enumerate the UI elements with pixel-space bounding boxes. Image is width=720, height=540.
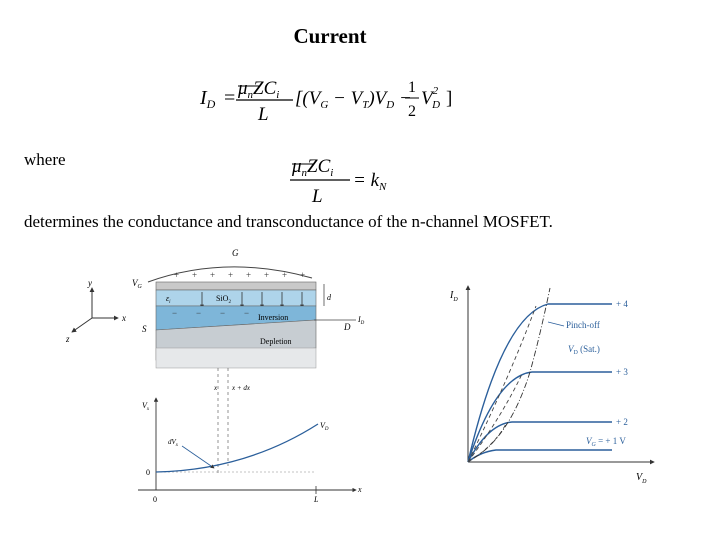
description-text: determines the conductance and transcond… — [24, 212, 553, 231]
vd-axis-label: VD — [636, 472, 647, 485]
eq-lhs: ID — [199, 87, 216, 111]
page-title: Current — [293, 24, 367, 48]
origin-v-label: 0 — [146, 468, 150, 477]
position-axis-label: x — [357, 485, 362, 494]
eq-equals: = — [224, 87, 235, 109]
thickness-label: d — [327, 293, 332, 302]
vg-label: VG — [132, 278, 143, 290]
vd-squared: V2 D — [421, 85, 440, 111]
plus-sign: + — [228, 270, 233, 280]
axis-z-label: z — [65, 334, 70, 344]
characteristic-curves — [467, 303, 612, 463]
length-label: L — [313, 495, 319, 504]
oxide-layer — [155, 289, 317, 307]
pinch-off-pointer — [547, 321, 565, 327]
eq-numerator: μnZCi — [237, 78, 279, 101]
eq-denominator: L — [257, 104, 269, 125]
curve-vg-4 — [467, 303, 612, 463]
plus-sign: + — [246, 270, 251, 280]
vx-axis-label: Vx — [142, 401, 150, 412]
half-denominator: 2 — [408, 103, 416, 120]
field-arrows — [200, 292, 304, 309]
eq-close-bracket: ] — [446, 88, 452, 109]
label-vg-1: VG = + 1 V — [586, 436, 626, 448]
mosfet-cross-section-figure: y x z G VG + + + + + + + + εi SiO2 d Inv… — [65, 248, 365, 504]
extrap-3 — [467, 373, 523, 463]
id-axis-label: ID — [449, 290, 458, 303]
id-vd-characteristics-figure: ID VD + 4 + 3 + 2 VG = + 1 V Pinch-off V… — [449, 285, 655, 485]
plus-sign: + — [210, 270, 215, 280]
axis-x-label: x — [121, 313, 126, 323]
curve-vg-2 — [467, 421, 612, 463]
extrap-2 — [467, 423, 507, 463]
plus-sign: + — [192, 270, 197, 280]
kn-rhs: = kN — [353, 170, 387, 193]
gate-wire — [147, 266, 313, 283]
origin-h-label: 0 — [153, 495, 157, 504]
gate-charges: + + + + + + + + — [174, 270, 305, 280]
drain-label: D — [343, 322, 351, 332]
dvx-label: dVx — [168, 438, 179, 448]
kn-denominator: L — [311, 186, 323, 207]
minus-sign: − — [220, 308, 225, 318]
label-vg-4: + 4 — [616, 299, 628, 309]
oxide-label: SiO2 — [216, 294, 231, 305]
x-dx-mark-label: x + dx — [231, 384, 251, 392]
substrate — [155, 347, 317, 369]
extrap-4 — [467, 305, 537, 463]
eq-bracket-terms: [(VG − VT)VD − — [295, 88, 412, 111]
label-vg-3: + 3 — [616, 367, 628, 377]
plus-sign: + — [300, 270, 305, 280]
source-label: S — [142, 324, 147, 334]
gate-electrode — [155, 281, 317, 291]
kn-numerator: μnZCi — [291, 156, 333, 179]
x-mark-label: x — [213, 384, 218, 392]
depletion-label: Depletion — [260, 337, 292, 346]
channel-charges: − − − − — [172, 308, 249, 318]
drain-current-equation: ID = μnZCi L [(VG − VT)VD − 1 2 V2 D ] — [199, 78, 452, 125]
axis-y-label: y — [87, 278, 92, 288]
inversion-label: Inversion — [258, 313, 288, 322]
plus-sign: + — [264, 270, 269, 280]
pinch-off-locus — [473, 287, 551, 459]
plus-sign: + — [174, 270, 179, 280]
half-numerator: 1 — [408, 79, 416, 96]
gate-label: G — [232, 248, 239, 258]
potential-curve — [155, 423, 319, 473]
kn-equation: μnZCi L = kN — [290, 156, 387, 207]
vd-sat-label: VD (Sat.) — [568, 344, 600, 356]
curve-vg-3 — [467, 371, 612, 463]
pinch-off-label: Pinch-off — [566, 320, 600, 330]
label-vg-2: + 2 — [616, 417, 628, 427]
where-label: where — [24, 150, 66, 169]
minus-sign: − — [172, 308, 177, 318]
drain-current-label: ID — [357, 315, 365, 326]
permittivity-label: εi — [166, 294, 171, 305]
minus-sign: − — [244, 308, 249, 318]
curve-vg-1 — [467, 449, 612, 463]
plus-sign: + — [282, 270, 287, 280]
coordinate-axes — [71, 287, 119, 333]
vd-curve-label: VD — [320, 421, 329, 432]
minus-sign: − — [196, 308, 201, 318]
dvx-arrow — [181, 445, 215, 469]
linear-extrapolations — [467, 305, 537, 463]
